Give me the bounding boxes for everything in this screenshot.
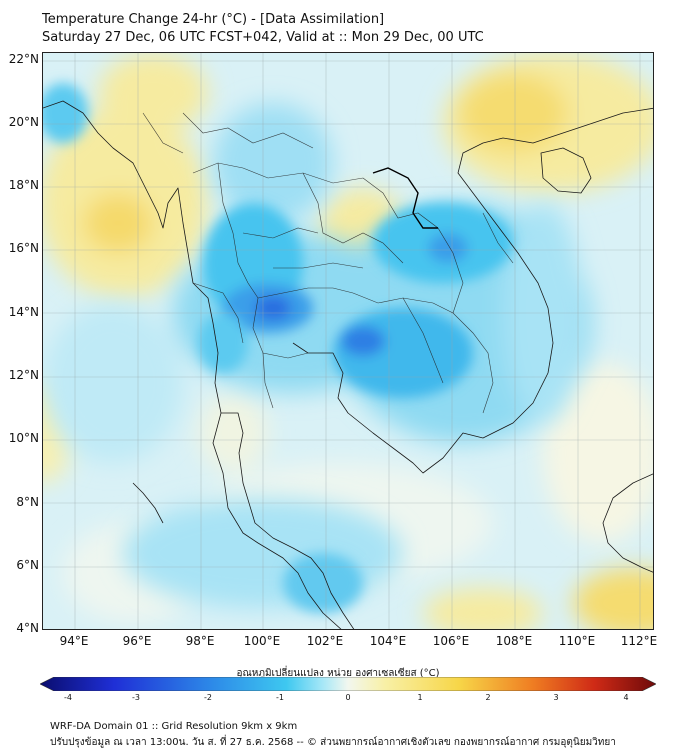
colorbar-tick: -3 <box>132 693 140 702</box>
lon-tick: 94°E <box>59 634 89 648</box>
colorbar-gradient <box>40 677 656 691</box>
field-cold-areas <box>43 83 513 613</box>
lon-tick: 102°E <box>306 634 344 648</box>
lon-tick: 104°E <box>369 634 407 648</box>
colorbar-tick: -2 <box>204 693 212 702</box>
coastlines <box>43 100 653 629</box>
lon-tick: 106°E <box>432 634 470 648</box>
lat-tick: 20°N <box>8 115 39 129</box>
colorbar-tick: 0 <box>345 693 351 702</box>
lon-tick: 96°E <box>122 634 152 648</box>
colorbar-tick: 4 <box>623 693 629 702</box>
lat-tick: 14°N <box>8 305 39 319</box>
colorbar-tick: -1 <box>276 693 284 702</box>
map-title: Temperature Change 24-hr (°C) - [Data As… <box>42 12 385 27</box>
lat-tick: 6°N <box>16 558 39 572</box>
colorbar-label: อุณหภูมิเปลี่ยนแปลง หน่วย องศาเซลเซียส (… <box>236 668 440 679</box>
lat-tick: 16°N <box>8 241 39 255</box>
footer-update-info: ปรับปรุงข้อมูล ณ เวลา 13:00น. วัน ส. ที่… <box>50 737 616 748</box>
colorbar <box>40 677 656 691</box>
lon-tick: 112°E <box>620 634 658 648</box>
map-canvas <box>43 53 653 629</box>
lat-tick: 18°N <box>8 178 39 192</box>
colorbar-tick: 3 <box>553 693 559 702</box>
gridlines <box>43 53 653 629</box>
colorbar-tick: -4 <box>64 693 72 702</box>
lat-tick: 10°N <box>8 431 39 445</box>
footer-model-info: WRF-DA Domain 01 :: Grid Resolution 9km … <box>50 721 298 732</box>
admin-borders <box>142 112 514 414</box>
lon-tick: 108°E <box>495 634 533 648</box>
temperature-change-map <box>42 52 654 630</box>
lat-tick: 8°N <box>16 495 39 509</box>
lat-tick: 22°N <box>8 52 39 66</box>
colorbar-tick: 2 <box>485 693 491 702</box>
colorbar-tick: 1 <box>417 693 423 702</box>
lon-tick: 98°E <box>185 634 215 648</box>
lon-tick: 110°E <box>558 634 596 648</box>
lat-tick: 4°N <box>16 621 39 635</box>
lon-tick: 100°E <box>243 634 281 648</box>
map-subtitle: Saturday 27 Dec, 06 UTC FCST+042, Valid … <box>42 30 484 45</box>
country-border <box>372 167 438 229</box>
lat-tick: 12°N <box>8 368 39 382</box>
